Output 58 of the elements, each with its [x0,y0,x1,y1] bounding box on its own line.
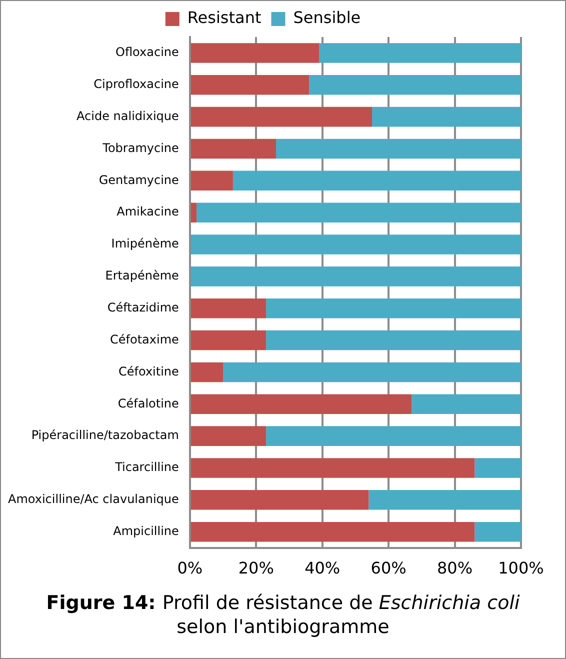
text: selon l'antibiogramme [176,616,390,638]
bar [190,490,369,510]
bar [190,522,475,542]
bar [232,170,521,191]
text: Profil de résistance de [162,592,374,614]
bar [309,74,521,95]
bar [190,234,521,254]
bar [196,202,521,222]
bar [319,43,521,63]
bar [474,522,521,542]
x-tick-label: 100% [498,558,544,578]
bar [190,106,372,127]
y-tick-label: Céftazidime [107,300,179,314]
y-tick-label: Céfalotine [118,396,179,410]
y-tick-label: Pipéracilline/tazobactam [31,428,179,442]
bar [223,362,521,382]
y-tick-label: Amoxicilline/Ac clavulanique [8,492,179,506]
x-tick-label: 80% [437,558,473,578]
bar [276,138,521,159]
bar [190,298,266,318]
bar [266,426,521,446]
bar [190,43,320,63]
legend-label: Resistant [187,8,262,28]
legend-label: Sensible [293,8,361,28]
bar [372,106,521,127]
y-tick-label: Ticarcilline [114,460,179,474]
y-tick-label: Ampicilline [113,524,179,538]
bar [190,362,224,382]
x-tick-label: 40% [304,558,340,578]
y-tick-label: Amikacine [116,204,179,219]
y-tick-label: Céfotaxime [110,332,179,346]
y-tick-label: Ciprofloxacine [94,77,179,92]
bar [190,394,412,414]
bar [190,458,475,478]
bar [190,202,197,222]
x-tick-label: 0% [177,558,203,578]
y-tick-label: Gentamycine [98,172,179,187]
bar [266,330,521,350]
caption: Figure 14: [46,592,157,614]
bar [412,394,521,414]
y-tick-label: Acide nalidixique [76,108,179,123]
y-tick-label: Céfoxitine [118,364,179,378]
bar [190,266,521,286]
bar [190,426,266,446]
x-tick-label: 60% [370,558,406,578]
bar [190,138,276,159]
bar [190,330,266,350]
bar [190,74,310,95]
y-tick-label: Imipénème [111,236,179,251]
bar [368,490,521,510]
y-tick-label: Ofloxacine [116,45,179,60]
y-tick-label: Ertapénème [105,268,179,283]
text: Eschirichia coli [378,592,520,614]
y-tick-label: Tobramycine [102,140,179,155]
x-tick-label: 20% [238,558,274,578]
bar [190,170,233,191]
bar [266,298,521,318]
bar [474,458,521,478]
